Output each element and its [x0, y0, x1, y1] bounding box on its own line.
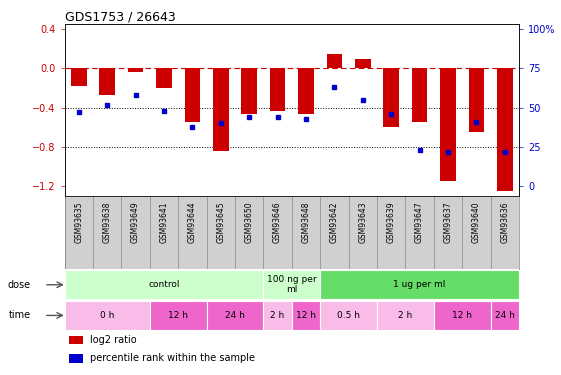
Bar [270, 69, 286, 111]
Text: 0.5 h: 0.5 h [337, 311, 360, 320]
Bar [263, 270, 320, 300]
Text: 1 ug per ml: 1 ug per ml [393, 280, 445, 289]
Text: GSM93642: GSM93642 [330, 202, 339, 243]
Text: dose: dose [7, 280, 30, 290]
Text: GSM93647: GSM93647 [415, 202, 424, 243]
Bar [327, 54, 342, 69]
Text: 100 ng per
ml: 100 ng per ml [267, 275, 316, 294]
Text: percentile rank within the sample: percentile rank within the sample [90, 353, 255, 363]
Bar [185, 69, 200, 122]
Bar [99, 69, 115, 95]
Bar [206, 301, 263, 330]
Bar [377, 301, 434, 330]
Bar [468, 69, 484, 132]
Text: GSM93648: GSM93648 [301, 202, 310, 243]
Text: 2 h: 2 h [270, 311, 284, 320]
Text: GSM93640: GSM93640 [472, 202, 481, 243]
Bar [241, 69, 257, 114]
Text: 0 h: 0 h [100, 311, 114, 320]
Bar [292, 301, 320, 330]
Bar [69, 354, 82, 363]
Bar [320, 301, 377, 330]
Bar [440, 69, 456, 181]
Bar [490, 301, 519, 330]
Text: GSM93649: GSM93649 [131, 202, 140, 243]
Text: 24 h: 24 h [225, 311, 245, 320]
Text: GSM93639: GSM93639 [387, 202, 396, 243]
Text: log2 ratio: log2 ratio [90, 335, 136, 345]
Text: GSM93644: GSM93644 [188, 202, 197, 243]
Bar [65, 270, 263, 300]
Text: GSM93641: GSM93641 [159, 202, 168, 243]
Bar [71, 69, 86, 86]
Bar [320, 270, 519, 300]
Text: 24 h: 24 h [495, 311, 514, 320]
Text: 2 h: 2 h [398, 311, 412, 320]
Text: GSM93643: GSM93643 [358, 202, 367, 243]
Text: GSM93650: GSM93650 [245, 202, 254, 243]
Text: GSM93637: GSM93637 [443, 202, 452, 243]
Text: GSM93638: GSM93638 [103, 202, 112, 243]
Bar [65, 301, 150, 330]
Bar [355, 59, 370, 69]
Text: GSM93636: GSM93636 [500, 202, 509, 243]
Bar [128, 69, 143, 72]
Bar [412, 69, 427, 122]
Text: GSM93646: GSM93646 [273, 202, 282, 243]
Bar [434, 301, 490, 330]
Bar [150, 301, 206, 330]
Bar [298, 69, 314, 114]
Bar [213, 69, 228, 151]
Text: 12 h: 12 h [296, 311, 316, 320]
Bar [156, 69, 172, 88]
Text: control: control [148, 280, 180, 289]
Text: GSM93645: GSM93645 [216, 202, 225, 243]
Text: GDS1753 / 26643: GDS1753 / 26643 [65, 10, 175, 23]
Text: 12 h: 12 h [452, 311, 472, 320]
Bar [497, 69, 513, 191]
Bar [383, 69, 399, 128]
Text: GSM93635: GSM93635 [74, 202, 83, 243]
Bar [263, 301, 292, 330]
Bar [69, 336, 82, 344]
Text: 12 h: 12 h [168, 311, 188, 320]
Text: time: time [8, 310, 30, 320]
